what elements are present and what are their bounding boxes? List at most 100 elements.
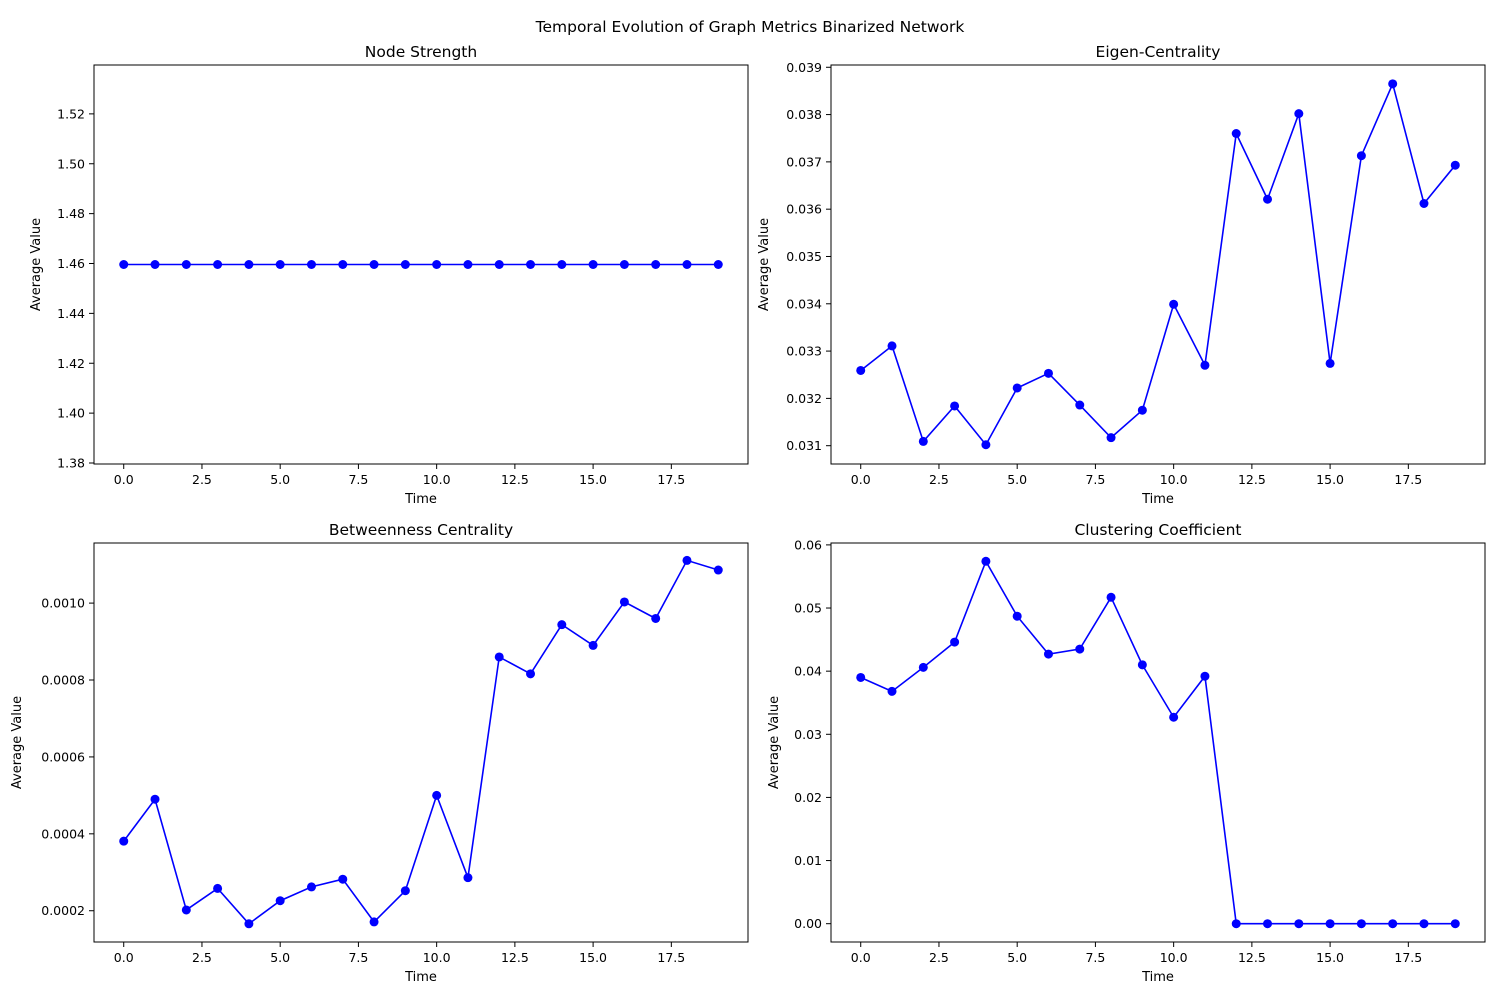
data-point	[1356, 151, 1366, 161]
data-point	[463, 873, 473, 883]
data-point	[526, 669, 536, 679]
y-tick-label: 0.0002	[41, 903, 85, 918]
x-tick-label: 5.0	[270, 472, 290, 487]
y-tick-label: 0.03	[794, 727, 822, 742]
data-point	[557, 620, 567, 630]
data-point	[1169, 712, 1179, 722]
data-point	[150, 794, 160, 804]
data-point	[856, 365, 866, 375]
x-tick-label: 17.5	[1394, 950, 1422, 965]
data-point	[1263, 919, 1273, 929]
x-tick-label: 7.5	[348, 472, 368, 487]
y-tick-label: 0.06	[794, 537, 822, 552]
y-tick-label: 0.034	[786, 296, 822, 311]
data-point	[400, 260, 410, 269]
data-point	[1419, 199, 1429, 209]
series-line	[860, 559, 1456, 925]
data-point	[306, 882, 316, 892]
data-point	[400, 886, 410, 896]
x-tick-label: 2.5	[192, 950, 212, 965]
data-point	[1263, 194, 1273, 204]
data-point	[1200, 360, 1210, 370]
x-tick-label: 15.0	[1316, 950, 1344, 965]
plot-frame	[93, 542, 749, 943]
data-point	[950, 637, 960, 647]
data-point	[338, 260, 348, 269]
data-point	[651, 613, 661, 623]
subplot-title: Node Strength	[365, 43, 477, 61]
data-point	[1294, 919, 1304, 929]
y-tick-label: 0.039	[786, 60, 822, 75]
x-tick-label: 15.0	[1316, 472, 1344, 487]
data-point	[887, 341, 897, 351]
data-point	[918, 662, 928, 672]
y-tick-label: 1.40	[57, 406, 85, 421]
data-point	[432, 260, 442, 269]
data-point	[275, 896, 285, 906]
data-point	[275, 260, 285, 269]
data-point	[338, 874, 348, 884]
x-axis-label: Time	[404, 492, 437, 507]
y-tick-label: 0.036	[786, 202, 822, 217]
data-point	[181, 260, 191, 269]
data-point	[1388, 79, 1398, 89]
x-tick-label: 2.5	[929, 472, 949, 487]
y-axis-label: Average Value	[767, 696, 782, 789]
y-axis-label: Average Value	[757, 218, 772, 311]
x-tick-label: 5.0	[1007, 950, 1027, 965]
y-tick-label: 1.50	[57, 156, 85, 171]
data-point	[682, 555, 692, 565]
y-tick-label: 0.035	[786, 249, 822, 264]
data-point	[651, 260, 661, 269]
y-axis-label: Average Value	[29, 218, 44, 311]
data-point	[1356, 919, 1366, 929]
plot-frame	[93, 64, 749, 465]
data-point	[1388, 919, 1398, 929]
data-point	[213, 883, 223, 893]
x-tick-label: 10.0	[423, 472, 451, 487]
data-point	[494, 260, 504, 269]
subplot-3: Betweenness Centrality 0.0 2.5 5.0 7.5 10.0 12…	[10, 521, 749, 985]
y-tick-label: 0.032	[786, 391, 822, 406]
data-point	[1075, 400, 1085, 410]
data-point	[588, 640, 598, 650]
data-point	[306, 260, 316, 269]
data-point	[713, 565, 723, 575]
data-point	[1325, 358, 1335, 368]
subplot-1: Node Strength 0.0 2.5 5.0 7.5 10.0 12.5 15.0 17.…	[29, 43, 749, 507]
y-tick-label: 0.05	[794, 601, 822, 616]
data-point	[856, 672, 866, 682]
data-point	[1075, 644, 1085, 654]
x-tick-label: 2.5	[929, 950, 949, 965]
data-point	[1450, 160, 1460, 170]
data-point	[526, 260, 536, 269]
plot-frame	[830, 64, 1486, 465]
data-point	[981, 440, 991, 450]
data-point	[588, 260, 598, 269]
y-tick-label: 1.52	[57, 106, 85, 121]
y-tick-label: 1.42	[57, 356, 85, 371]
x-axis-label: Time	[1141, 970, 1174, 985]
data-point	[1419, 919, 1429, 929]
data-point	[557, 260, 567, 269]
data-point	[1012, 383, 1022, 393]
data-point	[432, 790, 442, 800]
data-point	[981, 556, 991, 566]
y-tick-label: 0.031	[786, 438, 822, 453]
x-tick-label: 12.5	[1238, 950, 1266, 965]
x-tick-label: 17.5	[1394, 472, 1422, 487]
x-tick-label: 17.5	[657, 472, 685, 487]
x-tick-label: 0.0	[851, 950, 871, 965]
y-tick-label: 0.038	[786, 107, 822, 122]
data-point	[1169, 299, 1179, 309]
data-point	[1294, 109, 1304, 119]
series-line	[123, 559, 719, 925]
data-point	[1231, 919, 1241, 929]
x-tick-label: 7.5	[1085, 472, 1105, 487]
y-axis-label: Average Value	[10, 696, 25, 789]
data-point	[119, 260, 129, 269]
data-point	[1043, 649, 1053, 659]
subplot-2: Eigen-Centrality 0.0 2.5 5.0 7.5 10.0 12.5 15.0…	[757, 43, 1486, 507]
